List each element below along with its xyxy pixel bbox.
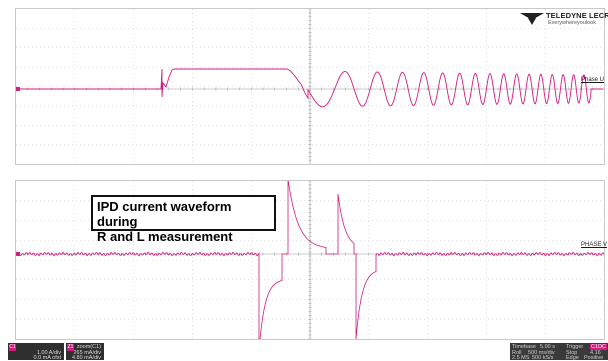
grid-lines — [15, 8, 605, 164]
brand-tagline: Everywhereyoulook — [548, 20, 596, 26]
timebase-trigger-panel[interactable]: Timebase 5.00 s Roll 500 ms/div 2.5 MS 5… — [510, 343, 608, 361]
ground-marker-icon — [16, 87, 20, 91]
upper-waveform-svg — [15, 8, 605, 164]
annotation-box: IPD current waveform during R and L meas… — [91, 195, 276, 244]
teledyne-emblem-icon — [520, 13, 544, 25]
phase-v-trace — [15, 178, 605, 340]
lower-waveform-svg — [15, 178, 605, 340]
zoom-tag: Z1 — [67, 344, 74, 351]
annotation-line-1: IPD current waveform during — [97, 199, 232, 229]
teledyne-logo: TELEDYNE LECROY Everywhereyoulook — [520, 11, 608, 30]
trigger-channel-tag: C1DC — [590, 344, 607, 350]
ground-marker-icon — [16, 252, 20, 256]
zoom-z1-badge[interactable]: Z1 zoom(C1) 265 mA/div 4.80 mA/div — [66, 343, 104, 361]
lower-waveform-grid — [15, 178, 605, 340]
annotation-line-2: R and L measurement — [97, 229, 233, 244]
upper-channel-label: Phase U — [581, 77, 605, 83]
lower-channel-label: PHASE V — [581, 242, 608, 248]
channel-tag: C1 — [9, 344, 16, 351]
brand-name: TELEDYNE LECROY — [546, 11, 608, 20]
upper-waveform-grid — [15, 8, 605, 165]
channel-c1-badge[interactable]: C1 1.00 A/div 0.0 mA ofst — [8, 343, 64, 361]
phase-u-trace — [16, 68, 603, 108]
